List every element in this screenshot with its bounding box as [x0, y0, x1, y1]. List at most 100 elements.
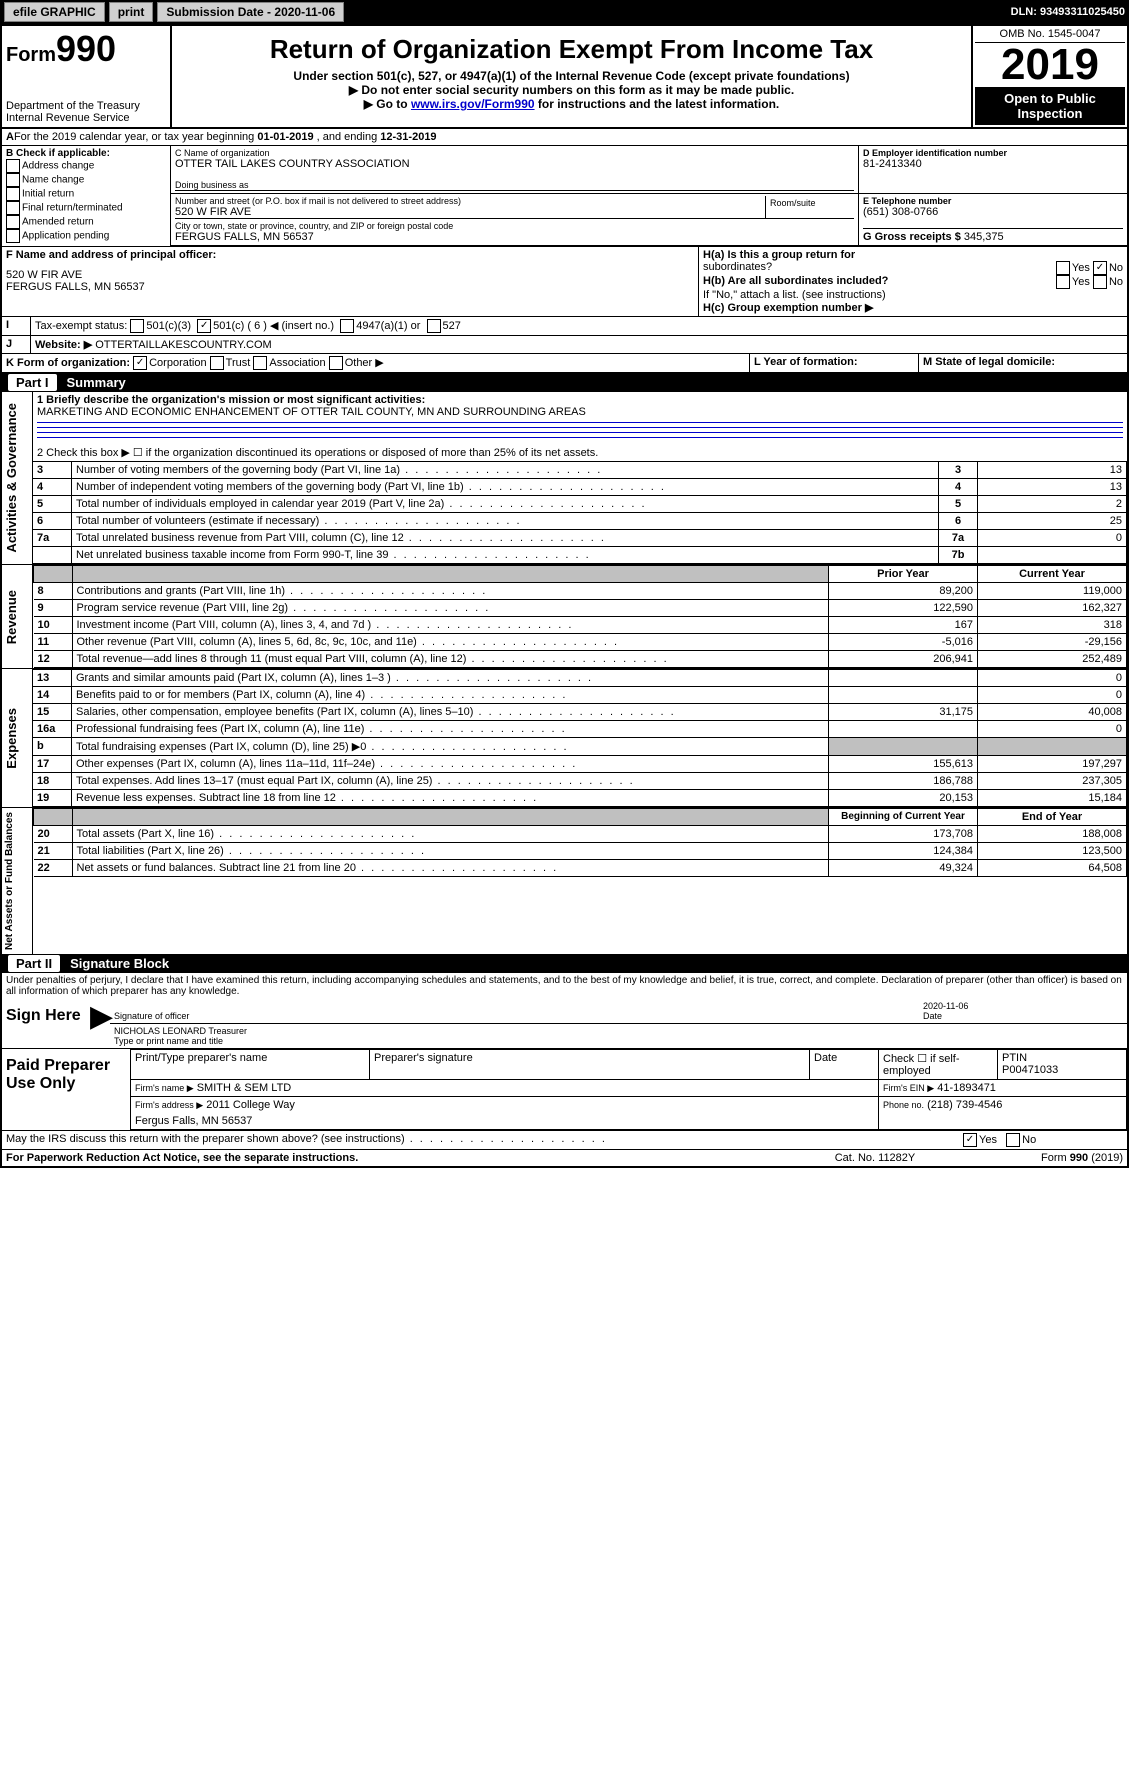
status-527[interactable]: [427, 319, 441, 333]
form-title: Return of Organization Exempt From Incom…: [180, 34, 963, 65]
discuss-no[interactable]: [1006, 1133, 1020, 1147]
form990-link[interactable]: www.irs.gov/Form990: [411, 97, 535, 111]
sign-here-label: Sign Here: [2, 999, 90, 1048]
tax-year: 2019: [975, 43, 1125, 87]
checkbox-initial-return[interactable]: Initial return: [6, 187, 166, 201]
tax-exempt-status: Tax-exempt status: 501(c)(3) 501(c) ( 6 …: [31, 317, 1127, 335]
table-row: 17Other expenses (Part IX, column (A), l…: [33, 756, 1127, 773]
officer-addr2: FERGUS FALLS, MN 56537: [6, 281, 694, 293]
firm-addr: 2011 College Way: [206, 1099, 295, 1111]
box-k: K Form of organization: Corporation Trus…: [2, 354, 750, 372]
room-suite-label: Room/suite: [766, 196, 854, 218]
website-label: Website: ▶: [35, 339, 92, 351]
form-corp[interactable]: [133, 356, 147, 370]
box-g-label: G Gross receipts $: [863, 231, 964, 243]
table-row: 8Contributions and grants (Part VIII, li…: [34, 583, 1127, 600]
table-row: 11Other revenue (Part VIII, column (A), …: [34, 634, 1127, 651]
discuss-question: May the IRS discuss this return with the…: [2, 1131, 959, 1149]
table-row: 6Total number of volunteers (estimate if…: [33, 513, 1127, 530]
declaration-text: Under penalties of perjury, I declare th…: [2, 973, 1127, 999]
table-row: 5Total number of individuals employed in…: [33, 496, 1127, 513]
status-4947[interactable]: [340, 319, 354, 333]
checkbox-name-change[interactable]: Name change: [6, 173, 166, 187]
form-assoc[interactable]: [253, 356, 267, 370]
checkbox-application-pending[interactable]: Application pending: [6, 229, 166, 243]
paid-preparer-label: Paid Preparer Use Only: [2, 1049, 130, 1130]
telephone: (651) 308-0766: [863, 206, 1123, 218]
cat-no: Cat. No. 11282Y: [791, 1150, 959, 1166]
table-row: bTotal fundraising expenses (Part IX, co…: [33, 738, 1127, 756]
table-row: 13Grants and similar amounts paid (Part …: [33, 670, 1127, 687]
row-j: J: [2, 336, 31, 353]
gross-receipts: 345,375: [964, 231, 1004, 243]
box-m: M State of legal domicile:: [919, 354, 1127, 372]
status-501c[interactable]: [197, 319, 211, 333]
side-expenses: Expenses: [2, 704, 21, 773]
checkbox-address-change[interactable]: Address change: [6, 159, 166, 173]
q1-label: 1 Briefly describe the organization's mi…: [37, 394, 1123, 406]
table-row: 15Salaries, other compensation, employee…: [33, 704, 1127, 721]
table-row: 19Revenue less expenses. Subtract line 1…: [33, 790, 1127, 807]
netassets-table: Beginning of Current YearEnd of Year 20T…: [33, 808, 1127, 877]
ha-no[interactable]: [1093, 261, 1107, 275]
table-row: 20Total assets (Part X, line 16)173,7081…: [34, 826, 1127, 843]
top-toolbar: efile GRAPHIC print Submission Date - 20…: [0, 0, 1129, 24]
form-trust[interactable]: [210, 356, 224, 370]
box-f-label: F Name and address of principal officer:: [6, 249, 694, 261]
officer-name: NICHOLAS LEONARD Treasurer: [114, 1026, 247, 1036]
form-990: Form990 Department of the Treasury Inter…: [0, 24, 1129, 1168]
checkbox-amended-return[interactable]: Amended return: [6, 215, 166, 229]
addr-label: Number and street (or P.O. box if mail i…: [175, 196, 765, 206]
firm-addr2: Fergus Falls, MN 56537: [135, 1115, 252, 1127]
table-row: 9Program service revenue (Part VIII, lin…: [34, 600, 1127, 617]
table-row: 22Net assets or fund balances. Subtract …: [34, 860, 1127, 877]
table-row: 14Benefits paid to or for members (Part …: [33, 687, 1127, 704]
sig-date: 2020-11-06: [923, 1001, 968, 1011]
table-row: 3Number of voting members of the governi…: [33, 462, 1127, 479]
city-state-zip: FERGUS FALLS, MN 56537: [175, 231, 854, 243]
efile-button[interactable]: efile GRAPHIC: [4, 2, 105, 22]
side-activities: Activities & Governance: [2, 399, 21, 557]
table-row: 16aProfessional fundraising fees (Part I…: [33, 721, 1127, 738]
table-row: 7aTotal unrelated business revenue from …: [33, 530, 1127, 547]
street-address: 520 W FIR AVE: [175, 206, 765, 218]
box-hb: H(b) Are all subordinates included?: [703, 275, 888, 289]
period-a: AFor the 2019 calendar year, or tax year…: [2, 129, 1127, 145]
dln-label: DLN: 93493311025450: [1011, 6, 1125, 18]
firm-ein: 41-1893471: [937, 1082, 996, 1094]
side-netassets: Net Assets or Fund Balances: [2, 808, 17, 954]
expenses-table: 13Grants and similar amounts paid (Part …: [33, 669, 1127, 807]
table-row: 10Investment income (Part VIII, column (…: [34, 617, 1127, 634]
form-other[interactable]: [329, 356, 343, 370]
table-row: 12Total revenue—add lines 8 through 11 (…: [34, 651, 1127, 668]
discuss-yes[interactable]: [963, 1133, 977, 1147]
irs-label: Internal Revenue Service: [6, 112, 166, 124]
hb-no[interactable]: [1093, 275, 1107, 289]
status-501c3[interactable]: [130, 319, 144, 333]
box-d-label: D Employer identification number: [863, 148, 1123, 158]
checkbox-final-return[interactable]: Final return/terminated: [6, 201, 166, 215]
subtitle-1: Under section 501(c), 527, or 4947(a)(1)…: [180, 69, 963, 83]
box-e-label: E Telephone number: [863, 196, 1123, 206]
ein-value: 81-2413340: [863, 158, 1123, 170]
org-name: OTTER TAIL LAKES COUNTRY ASSOCIATION: [175, 158, 854, 170]
form-990-label: Form990: [6, 28, 166, 70]
summary-top-table: 3Number of voting members of the governi…: [33, 461, 1127, 564]
submission-date-button[interactable]: Submission Date - 2020-11-06: [157, 2, 344, 22]
box-hc: H(c) Group exemption number ▶: [703, 301, 1123, 314]
hb-yes[interactable]: [1056, 275, 1070, 289]
preparer-table: Print/Type preparer's name Preparer's si…: [130, 1049, 1127, 1130]
ha-yes[interactable]: [1056, 261, 1070, 275]
table-row: Net unrelated business taxable income fr…: [33, 547, 1127, 564]
table-row: 18Total expenses. Add lines 13–17 (must …: [33, 773, 1127, 790]
box-c-name-label: C Name of organization: [175, 148, 854, 158]
box-ha: H(a) Is this a group return for: [703, 249, 1123, 261]
print-button[interactable]: print: [109, 2, 154, 22]
mission-text: MARKETING AND ECONOMIC ENHANCEMENT OF OT…: [37, 406, 1123, 418]
subtitle-3: ▶ Go to www.irs.gov/Form990 for instruct…: [180, 97, 963, 111]
pra-notice: For Paperwork Reduction Act Notice, see …: [2, 1150, 791, 1166]
firm-name: SMITH & SEM LTD: [197, 1082, 292, 1094]
table-row: 21Total liabilities (Part X, line 26)124…: [34, 843, 1127, 860]
row-i: I: [2, 317, 31, 335]
part-i-header: Part ISummary: [2, 373, 1127, 392]
